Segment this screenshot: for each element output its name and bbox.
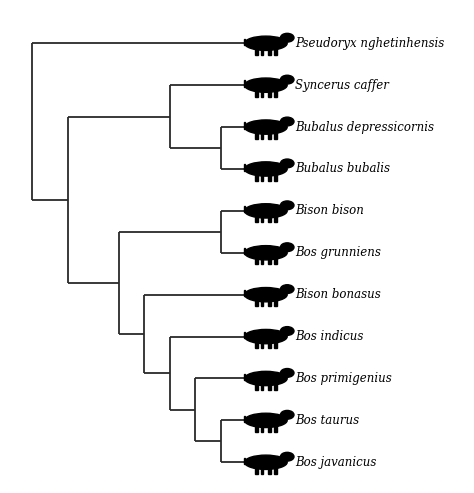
Text: Bison bison: Bison bison: [295, 205, 364, 217]
FancyBboxPatch shape: [261, 297, 264, 306]
FancyBboxPatch shape: [255, 255, 257, 264]
Text: Syncerus caffer: Syncerus caffer: [295, 79, 389, 92]
FancyBboxPatch shape: [244, 122, 246, 129]
FancyBboxPatch shape: [255, 213, 257, 222]
FancyBboxPatch shape: [274, 46, 277, 55]
Text: Bos javanicus: Bos javanicus: [295, 456, 376, 469]
FancyBboxPatch shape: [261, 213, 264, 222]
FancyBboxPatch shape: [274, 465, 277, 474]
FancyBboxPatch shape: [261, 88, 264, 97]
Text: Bos indicus: Bos indicus: [295, 330, 364, 343]
Ellipse shape: [281, 285, 294, 293]
FancyBboxPatch shape: [268, 381, 271, 390]
FancyBboxPatch shape: [274, 423, 277, 432]
Ellipse shape: [281, 327, 294, 335]
FancyBboxPatch shape: [244, 38, 246, 45]
Text: Bos primigenius: Bos primigenius: [295, 372, 392, 385]
FancyBboxPatch shape: [244, 80, 246, 87]
FancyBboxPatch shape: [268, 46, 271, 55]
FancyBboxPatch shape: [261, 381, 264, 390]
FancyBboxPatch shape: [268, 297, 271, 306]
FancyBboxPatch shape: [268, 213, 271, 222]
Ellipse shape: [245, 371, 287, 386]
Ellipse shape: [281, 201, 294, 210]
FancyBboxPatch shape: [268, 172, 271, 180]
FancyBboxPatch shape: [274, 255, 277, 264]
Ellipse shape: [281, 243, 294, 251]
FancyBboxPatch shape: [274, 381, 277, 390]
FancyBboxPatch shape: [255, 88, 257, 97]
Ellipse shape: [281, 453, 294, 461]
Ellipse shape: [245, 36, 287, 50]
FancyBboxPatch shape: [244, 206, 246, 212]
FancyBboxPatch shape: [261, 46, 264, 55]
FancyBboxPatch shape: [274, 339, 277, 348]
Text: Bos taurus: Bos taurus: [295, 414, 359, 427]
Ellipse shape: [245, 120, 287, 134]
FancyBboxPatch shape: [255, 381, 257, 390]
Ellipse shape: [281, 117, 294, 126]
FancyBboxPatch shape: [268, 423, 271, 432]
FancyBboxPatch shape: [261, 465, 264, 474]
FancyBboxPatch shape: [244, 290, 246, 296]
FancyBboxPatch shape: [261, 255, 264, 264]
Text: Bos grunniens: Bos grunniens: [295, 246, 381, 259]
FancyBboxPatch shape: [268, 88, 271, 97]
FancyBboxPatch shape: [244, 164, 246, 171]
Ellipse shape: [245, 413, 287, 427]
FancyBboxPatch shape: [255, 130, 257, 139]
FancyBboxPatch shape: [261, 130, 264, 139]
FancyBboxPatch shape: [268, 130, 271, 139]
Ellipse shape: [281, 34, 294, 42]
Ellipse shape: [281, 159, 294, 168]
FancyBboxPatch shape: [244, 416, 246, 422]
FancyBboxPatch shape: [244, 458, 246, 464]
FancyBboxPatch shape: [261, 423, 264, 432]
FancyBboxPatch shape: [255, 465, 257, 474]
Ellipse shape: [245, 78, 287, 92]
Ellipse shape: [281, 75, 294, 84]
Text: Bubalus depressicornis: Bubalus depressicornis: [295, 121, 434, 134]
FancyBboxPatch shape: [255, 297, 257, 306]
FancyBboxPatch shape: [255, 172, 257, 180]
FancyBboxPatch shape: [244, 374, 246, 380]
Ellipse shape: [281, 411, 294, 419]
Text: Bison bonasus: Bison bonasus: [295, 288, 381, 301]
Ellipse shape: [245, 455, 287, 469]
FancyBboxPatch shape: [244, 248, 246, 254]
FancyBboxPatch shape: [274, 130, 277, 139]
FancyBboxPatch shape: [255, 423, 257, 432]
FancyBboxPatch shape: [268, 255, 271, 264]
Text: Pseudoryx nghetinhensis: Pseudoryx nghetinhensis: [295, 37, 444, 50]
Ellipse shape: [281, 369, 294, 377]
FancyBboxPatch shape: [274, 172, 277, 180]
Ellipse shape: [245, 329, 287, 344]
FancyBboxPatch shape: [274, 213, 277, 222]
FancyBboxPatch shape: [255, 339, 257, 348]
FancyBboxPatch shape: [244, 332, 246, 338]
FancyBboxPatch shape: [261, 172, 264, 180]
Ellipse shape: [245, 287, 287, 302]
FancyBboxPatch shape: [255, 46, 257, 55]
FancyBboxPatch shape: [274, 297, 277, 306]
Ellipse shape: [245, 162, 287, 176]
FancyBboxPatch shape: [268, 465, 271, 474]
FancyBboxPatch shape: [261, 339, 264, 348]
FancyBboxPatch shape: [268, 339, 271, 348]
Ellipse shape: [245, 204, 287, 218]
Text: Bubalus bubalis: Bubalus bubalis: [295, 163, 390, 176]
Ellipse shape: [245, 246, 287, 260]
FancyBboxPatch shape: [274, 88, 277, 97]
